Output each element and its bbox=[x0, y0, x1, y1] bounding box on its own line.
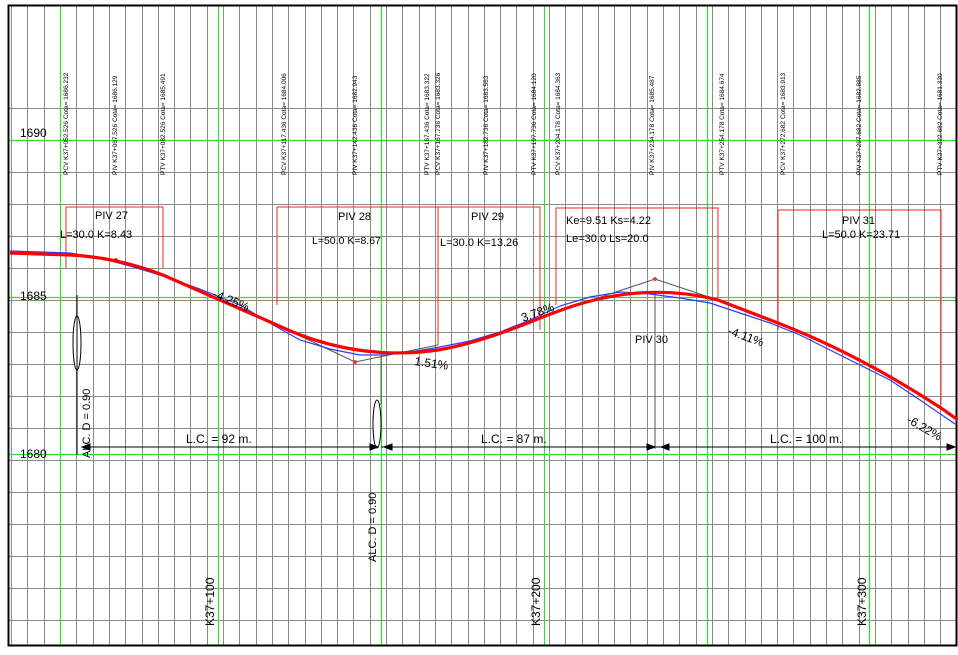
piv27-name: PIV 27 bbox=[95, 210, 128, 222]
station-label-k37-100: K37+100 bbox=[203, 577, 217, 626]
lc-arrow-3 bbox=[382, 443, 393, 451]
station-label-k37-200: K37+200 bbox=[529, 577, 543, 626]
curve-point-annotation: PIV K37+234.178 Cota= 1685.487 bbox=[649, 75, 656, 175]
curve-point-annotation: PTV K37+197.736 Cota= 1684.120 bbox=[531, 73, 538, 175]
piv30-label: PIV 30 bbox=[635, 334, 668, 346]
piv28-box bbox=[276, 206, 439, 345]
curve-point-annotation: PCV K37+052.526 Cota= 1686.232 bbox=[63, 72, 70, 175]
piv29-params: L=30.0 K=13.26 bbox=[440, 237, 518, 249]
lc-arrow-1 bbox=[80, 443, 91, 451]
curve-point-annotation: PTV K37+322.682 Cota= 1681.330 bbox=[937, 73, 944, 175]
elevation-label-1685: 1685 bbox=[20, 289, 47, 303]
piv30-params-1: Ke=9.51 Ks=4.22 bbox=[566, 215, 651, 227]
elevation-label-1690: 1690 bbox=[20, 126, 47, 140]
piv27-box bbox=[65, 206, 164, 268]
lc-label-2: L.C. = 87 m. bbox=[481, 432, 547, 446]
lc-arrow-6 bbox=[946, 443, 957, 451]
piv29-name: PIV 29 bbox=[471, 211, 504, 223]
piv30-box bbox=[555, 207, 719, 305]
curve-point-annotation: PIV K37+142.436 Cota= 1682.943 bbox=[352, 75, 359, 175]
station-label-k37-300: K37+300 bbox=[855, 577, 869, 626]
alc-ellipse-2 bbox=[372, 399, 382, 449]
alc-label-1: ALC. D = 0.90 bbox=[81, 389, 93, 458]
elevation-label-1680: 1680 bbox=[20, 447, 47, 461]
curve-boxes bbox=[65, 206, 942, 405]
curve-point-annotation: PCV K37+117.436 Cota= 1684.006 bbox=[281, 73, 288, 175]
major-gridlines bbox=[9, 6, 956, 645]
curve-point-annotation: PCV K37+204.178 Cota= 1684.363 bbox=[555, 72, 562, 175]
curve-point-annotation: PIV K37+182.736 Cota= 1683.553 bbox=[483, 75, 490, 175]
curve-point-annotation: PIV K37+067.526 Cota= 1686.129 bbox=[112, 75, 119, 175]
curve-point-annotation: PTV K37+254.178 Cota= 1684.674 bbox=[719, 73, 726, 175]
curve-point-annotation: PTV K37+082.526 Cota= 1685.491 bbox=[160, 73, 167, 175]
lc-label-3: L.C. = 100 m. bbox=[770, 432, 842, 446]
grade-label-2: 1.51% bbox=[414, 354, 450, 373]
lc-arrow-2 bbox=[369, 443, 380, 451]
curve-point-annotations: PCV K37+052.526 Cota= 1686.232 PIV K37+06… bbox=[63, 72, 944, 175]
minor-gridlines bbox=[9, 6, 956, 645]
piv28-params: L=50.0 K=8.67 bbox=[312, 235, 381, 247]
drawing-frame bbox=[7, 4, 958, 647]
lc-dimension-lines bbox=[80, 443, 957, 451]
lc-arrow-5 bbox=[659, 443, 670, 451]
piv27-params: L=30.0 K=8.43 bbox=[60, 229, 132, 241]
piv31-name: PIV 31 bbox=[842, 215, 875, 227]
curve-point-annotation: PCV K37+167.736 Cota= 1683.326 bbox=[435, 72, 442, 175]
lc-label-1: L.C. = 92 m. bbox=[186, 432, 252, 446]
piv30-marker bbox=[653, 277, 657, 281]
piv31-params: L=50.0 K=23.71 bbox=[822, 229, 900, 241]
piv29-box bbox=[438, 206, 541, 330]
piv30-params-2: Le=30.0 Ls=20.0 bbox=[566, 233, 649, 245]
piv31-box bbox=[777, 209, 942, 405]
curve-point-annotation: PIV K37+297.682 Cota= 1682.885 bbox=[856, 75, 863, 175]
piv28-name: PIV 28 bbox=[338, 211, 371, 223]
alc-label-2: ALC. D = 0.90 bbox=[367, 493, 379, 562]
curve-point-annotation: PCV K37+272.682 Cota= 1683.913 bbox=[780, 72, 787, 175]
grade-profile-line bbox=[9, 251, 958, 422]
lc-arrow-4 bbox=[646, 443, 657, 451]
curve-point-annotation: PTV K37+167.436 Cota= 1683.322 bbox=[424, 73, 431, 175]
piv28-marker bbox=[353, 360, 357, 364]
